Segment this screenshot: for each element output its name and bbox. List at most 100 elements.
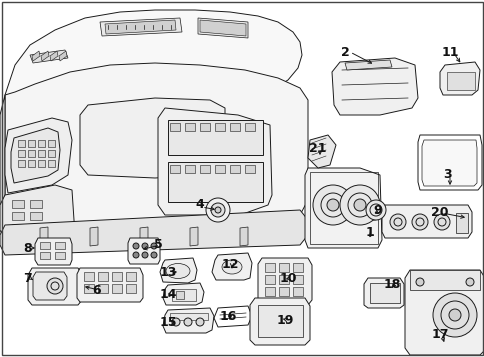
Text: 5: 5: [153, 238, 162, 251]
Polygon shape: [190, 227, 197, 246]
Text: 2: 2: [340, 45, 348, 59]
Bar: [28, 160, 35, 167]
Circle shape: [433, 214, 449, 230]
Circle shape: [214, 207, 221, 213]
Text: 3: 3: [443, 169, 452, 181]
Bar: [278, 287, 288, 296]
Text: 12: 12: [221, 258, 238, 272]
Polygon shape: [304, 168, 381, 248]
Polygon shape: [257, 258, 311, 305]
Circle shape: [133, 252, 139, 258]
Polygon shape: [35, 238, 72, 265]
Bar: [112, 272, 122, 281]
Bar: [264, 275, 274, 284]
Circle shape: [326, 199, 338, 211]
Polygon shape: [5, 10, 302, 108]
Polygon shape: [381, 205, 471, 238]
Bar: [30, 212, 42, 220]
Bar: [184, 123, 195, 131]
Bar: [172, 289, 196, 301]
Polygon shape: [158, 108, 272, 215]
Polygon shape: [100, 18, 182, 36]
Bar: [264, 263, 274, 272]
Polygon shape: [240, 227, 247, 246]
Bar: [184, 165, 195, 173]
Bar: [214, 165, 225, 173]
Circle shape: [47, 278, 63, 294]
Bar: [199, 123, 210, 131]
Bar: [292, 287, 302, 296]
Circle shape: [142, 243, 148, 249]
Circle shape: [206, 198, 229, 222]
Bar: [18, 140, 25, 147]
Bar: [48, 140, 55, 147]
Polygon shape: [439, 62, 479, 95]
Circle shape: [432, 293, 476, 337]
Bar: [278, 263, 288, 272]
Text: 21: 21: [309, 141, 326, 155]
Text: 16: 16: [219, 310, 236, 322]
Bar: [369, 283, 399, 303]
Bar: [229, 165, 240, 173]
Polygon shape: [30, 50, 68, 63]
Bar: [40, 242, 50, 249]
Polygon shape: [199, 20, 245, 36]
Bar: [55, 242, 65, 249]
Circle shape: [196, 318, 204, 326]
Bar: [167, 162, 262, 202]
Text: 4: 4: [195, 198, 204, 211]
Circle shape: [151, 243, 157, 249]
Text: 14: 14: [159, 288, 176, 302]
Bar: [12, 224, 24, 232]
Bar: [244, 165, 255, 173]
Bar: [176, 291, 183, 299]
Polygon shape: [197, 18, 247, 38]
Polygon shape: [404, 270, 484, 355]
Polygon shape: [105, 20, 176, 34]
Text: 15: 15: [159, 317, 176, 330]
Bar: [84, 272, 94, 281]
Bar: [12, 212, 24, 220]
Text: 19: 19: [276, 313, 293, 327]
Bar: [48, 160, 55, 167]
Bar: [38, 140, 45, 147]
Text: 20: 20: [430, 206, 448, 220]
Bar: [170, 123, 180, 131]
Bar: [292, 275, 302, 284]
Circle shape: [133, 243, 139, 249]
Bar: [98, 284, 108, 293]
Polygon shape: [363, 278, 403, 308]
Bar: [455, 213, 467, 233]
Polygon shape: [80, 98, 225, 178]
Circle shape: [448, 309, 460, 321]
Polygon shape: [307, 135, 335, 168]
Polygon shape: [0, 185, 75, 240]
Bar: [40, 252, 50, 259]
Polygon shape: [50, 51, 58, 61]
Circle shape: [211, 203, 225, 217]
Circle shape: [151, 252, 157, 258]
Text: 11: 11: [440, 45, 458, 59]
Polygon shape: [59, 51, 67, 61]
Circle shape: [389, 214, 405, 230]
Bar: [126, 284, 136, 293]
Circle shape: [312, 185, 352, 225]
Ellipse shape: [166, 263, 190, 278]
Circle shape: [142, 252, 148, 258]
Circle shape: [465, 278, 473, 286]
Bar: [199, 165, 210, 173]
Polygon shape: [40, 227, 48, 246]
Text: 9: 9: [373, 203, 381, 216]
Ellipse shape: [222, 260, 242, 274]
Polygon shape: [0, 95, 5, 210]
Text: 7: 7: [24, 272, 32, 285]
Polygon shape: [332, 58, 417, 115]
Bar: [278, 275, 288, 284]
Bar: [18, 150, 25, 157]
Polygon shape: [33, 272, 67, 300]
Polygon shape: [163, 283, 204, 305]
Bar: [309, 172, 377, 244]
Bar: [264, 287, 274, 296]
Polygon shape: [90, 227, 98, 246]
Circle shape: [172, 318, 180, 326]
